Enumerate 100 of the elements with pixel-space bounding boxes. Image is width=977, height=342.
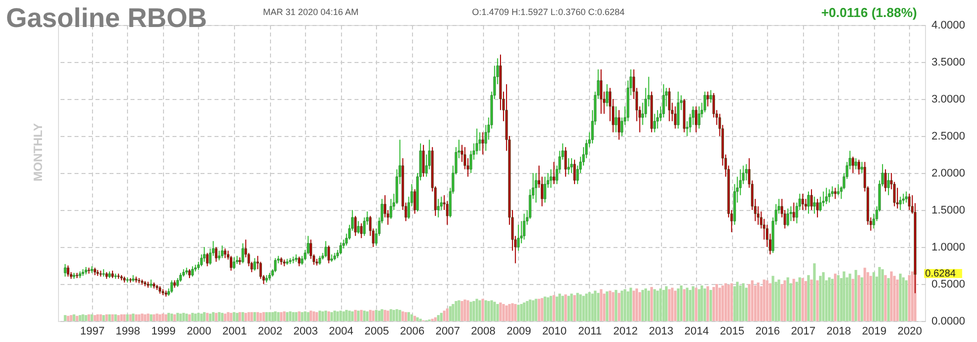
bar (310, 310, 312, 321)
chart-title: Gasoline RBOB (6, 3, 208, 33)
bar (345, 310, 348, 321)
bar (123, 314, 126, 321)
bar (864, 268, 866, 321)
bar (66, 316, 70, 321)
bar (158, 314, 162, 321)
bar (676, 288, 680, 321)
bar (692, 286, 694, 321)
bar (730, 283, 733, 321)
bar (778, 280, 780, 321)
candlestick (698, 106, 700, 130)
bar (218, 312, 220, 321)
y-tick-label: 2.0000 (932, 168, 966, 180)
candlestick (810, 188, 813, 210)
bar (413, 316, 416, 321)
bar (842, 271, 846, 321)
bar (552, 295, 556, 321)
bar (300, 312, 304, 321)
bar (538, 298, 540, 321)
bar (206, 312, 209, 321)
bar (321, 311, 324, 321)
bar (200, 314, 203, 321)
bar (582, 296, 585, 321)
x-tick-label: 2009 (506, 326, 532, 338)
x-tick-label: 1997 (80, 326, 105, 338)
bar (534, 298, 538, 321)
bar (336, 311, 339, 321)
bar (434, 317, 437, 321)
bar (600, 289, 602, 321)
bar (890, 271, 893, 321)
bar (526, 301, 528, 321)
bar (446, 308, 449, 321)
x-tick-label: 2004 (328, 326, 354, 338)
bar (324, 310, 328, 321)
bar (706, 286, 710, 321)
bar (144, 314, 146, 321)
bar (739, 285, 742, 321)
bar (487, 301, 490, 321)
text: +0.0116 (1.88%) (821, 5, 917, 20)
bar (132, 314, 134, 321)
bar (596, 292, 600, 321)
bar (650, 286, 653, 321)
bar (816, 280, 819, 321)
bar (647, 290, 650, 321)
bar (792, 278, 796, 321)
bar (899, 274, 902, 321)
bar (208, 314, 212, 321)
bar (202, 312, 206, 321)
bar (635, 288, 638, 321)
bar (896, 280, 899, 321)
candlestick (522, 213, 526, 240)
bar (902, 277, 905, 321)
bar (232, 312, 236, 321)
y-tick-label: 1.0000 (932, 242, 966, 254)
x-tick-label: 2015 (720, 326, 744, 338)
candlestick (564, 146, 567, 178)
bar (220, 312, 224, 321)
bar (682, 289, 686, 321)
candlestick (354, 215, 357, 236)
bar (440, 312, 443, 321)
candlestick (618, 110, 620, 140)
candlestick (544, 176, 546, 204)
bar (96, 314, 99, 321)
bar (718, 288, 722, 321)
y-tick-label: 3.5000 (932, 56, 966, 68)
candlestick (807, 191, 810, 214)
bar (796, 282, 798, 321)
candlestick (606, 84, 608, 107)
candlestick (224, 248, 226, 259)
bar (893, 276, 896, 321)
candlestick (828, 188, 831, 204)
bar (315, 312, 318, 321)
y-tick-label: 0.5000 (932, 278, 966, 290)
bar (620, 290, 624, 321)
bar (407, 312, 410, 321)
bar (271, 312, 274, 321)
bar (84, 315, 88, 321)
x-tick-label: 2011 (578, 326, 602, 338)
x-tick-label: 2018 (826, 326, 852, 338)
bar (476, 298, 478, 321)
bar (641, 290, 644, 321)
bar (454, 301, 458, 321)
bar (188, 314, 191, 321)
bar (644, 288, 647, 321)
bar (522, 302, 526, 321)
bar (111, 314, 114, 321)
bar (546, 297, 550, 321)
bar (173, 314, 176, 321)
bar (540, 298, 544, 321)
bar (277, 312, 280, 321)
candlestick (899, 196, 902, 210)
bar (733, 286, 736, 321)
x-tick-label: 2014 (684, 326, 709, 338)
x-tick-label: 2013 (648, 326, 674, 338)
bar (304, 311, 306, 321)
bar (268, 312, 271, 321)
x-tick-label: 2003 (293, 326, 318, 338)
candlestick (801, 193, 804, 210)
bar (680, 285, 683, 321)
